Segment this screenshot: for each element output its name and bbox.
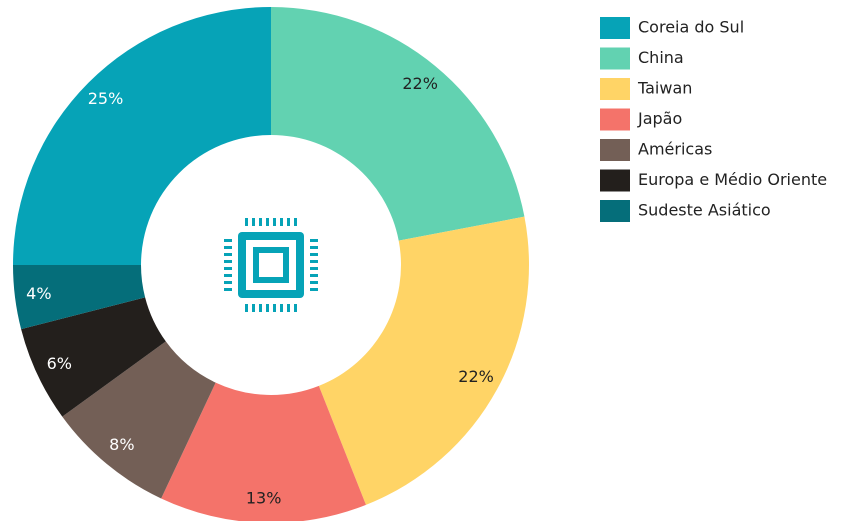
legend-label: Europa e Médio Oriente xyxy=(638,170,827,189)
legend-swatch xyxy=(600,47,630,70)
data-label: 22% xyxy=(458,367,494,386)
legend-label: Sudeste Asiático xyxy=(638,201,771,220)
legend-swatch xyxy=(600,169,630,192)
data-label: 22% xyxy=(402,74,438,93)
chip-icon xyxy=(224,218,318,312)
donut-slice xyxy=(271,7,525,241)
legend-label: Américas xyxy=(638,140,712,159)
legend-label: China xyxy=(638,48,684,67)
legend-swatch xyxy=(600,139,630,161)
data-label: 4% xyxy=(26,284,51,303)
donut-slice xyxy=(161,382,366,521)
legend-swatch xyxy=(600,200,630,222)
legend-swatch xyxy=(600,78,630,100)
legend-label: Coreia do Sul xyxy=(638,18,744,37)
donut-slice xyxy=(318,216,529,505)
donut-slice xyxy=(13,7,271,265)
data-label: 13% xyxy=(246,488,282,507)
legend-label: Japão xyxy=(637,109,682,128)
donut-slice xyxy=(21,297,166,417)
donut-slice xyxy=(13,265,146,330)
donut-slice xyxy=(62,341,216,499)
legend-swatch xyxy=(600,17,630,39)
data-label: 6% xyxy=(47,354,72,373)
data-label: 25% xyxy=(88,89,124,108)
data-label: 8% xyxy=(109,435,134,454)
legend-label: Taiwan xyxy=(637,79,692,98)
legend-swatch xyxy=(600,108,630,131)
